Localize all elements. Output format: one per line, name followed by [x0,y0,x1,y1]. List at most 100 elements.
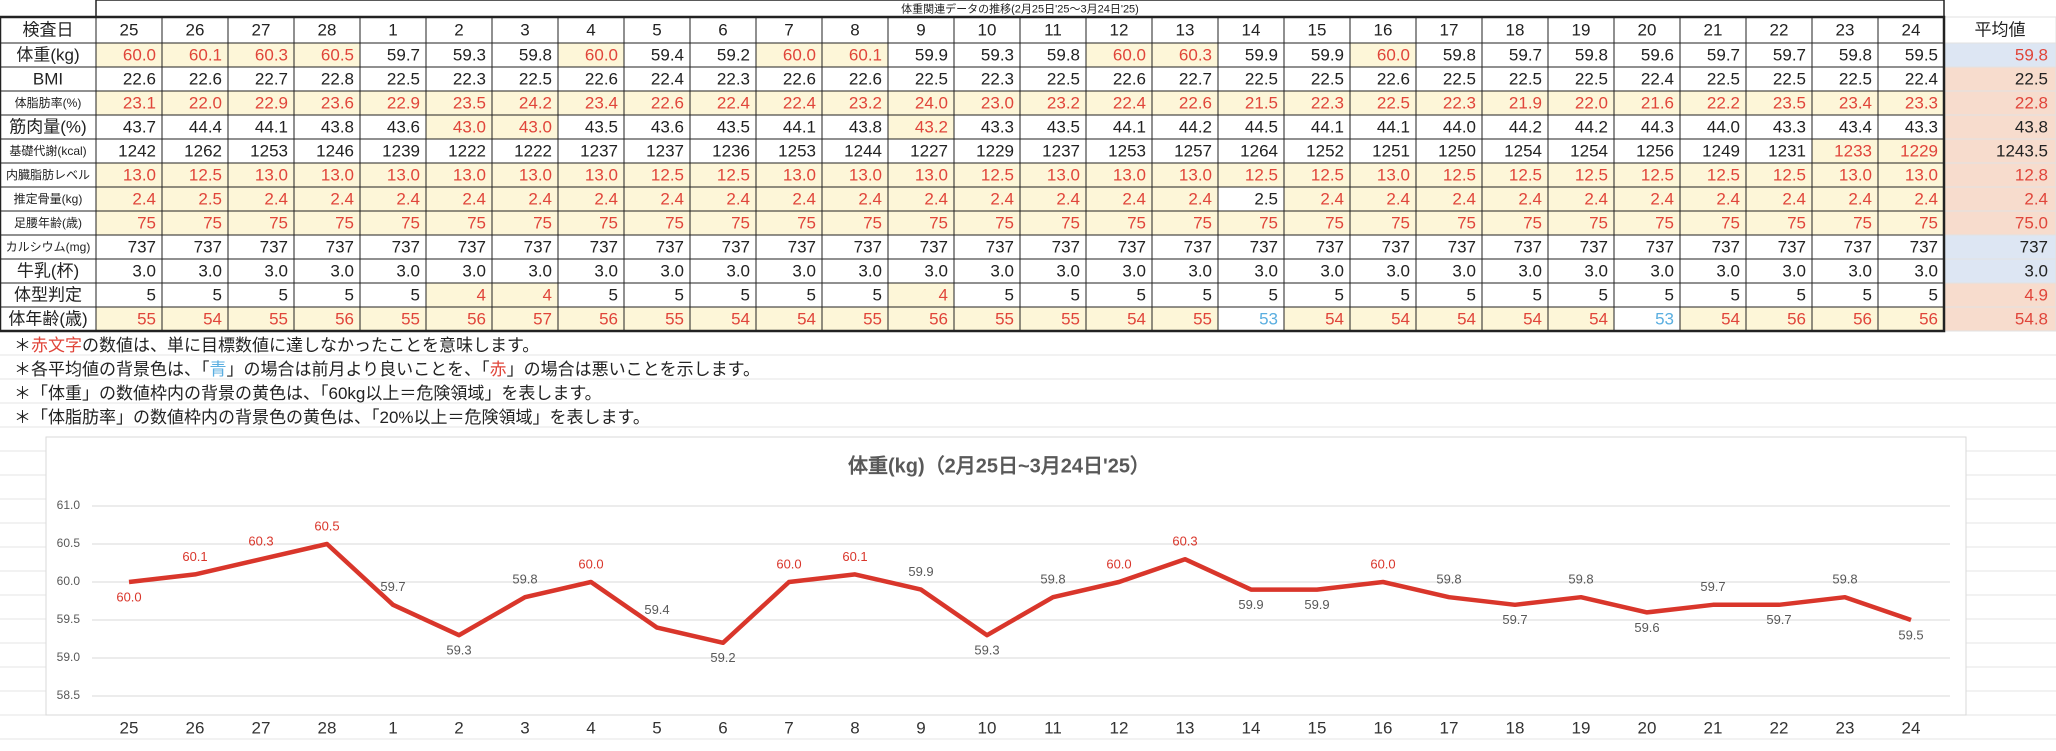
average-value: 59.8 [2015,45,2048,64]
average-header: 平均値 [1975,20,2026,39]
data-cell [755,306,823,332]
cell-value: 23.5 [1773,93,1806,112]
cell-value: 60.1 [189,45,222,64]
data-label: 59.3 [446,643,471,658]
cell-value: 2.4 [660,189,684,208]
chart-title: 体重(kg)（2月25日~3月24日'25） [848,453,1150,477]
x-tick-label: 1 [388,718,397,737]
data-label: 60.3 [1172,534,1197,549]
cell-value: 12.5 [1773,165,1806,184]
note-segment: ＊ [14,336,31,355]
cell-value: 2.4 [1848,189,1872,208]
data-cell [557,306,625,332]
data-cell [1283,162,1351,188]
cell-value: 75 [929,213,948,232]
data-cell [689,90,757,116]
cell-value: 22.6 [1113,69,1146,88]
cell-value: 737 [656,237,684,256]
header-date: 23 [1836,20,1855,39]
data-cell [887,210,955,236]
cell-value: 3.0 [1386,261,1410,280]
cell-value: 5 [1005,285,1014,304]
note-segment: 赤 [490,360,507,379]
cell-value: 13.0 [321,165,354,184]
cell-value: 59.9 [1311,45,1344,64]
cell-value: 2.4 [1914,189,1938,208]
average-value: 3.0 [2024,261,2048,280]
cell-value: 60.0 [783,45,816,64]
note-segment: ＊各平均値の背景色は、「 [14,360,210,379]
cell-value: 12.5 [1509,165,1542,184]
cell-value: 13.0 [387,165,420,184]
cell-value: 22.6 [123,69,156,88]
data-cell [1151,138,1219,164]
row-label-cell [0,282,97,308]
data-cell [755,282,823,308]
cell-value: 2.4 [1056,189,1080,208]
data-cell [821,90,889,116]
cell-value: 43.5 [1047,117,1080,136]
data-cell [1349,90,1417,116]
data-cell [95,162,163,188]
data-cell [359,258,427,284]
cell-value: 21.9 [1509,93,1542,112]
data-label: 60.5 [314,518,339,533]
cell-value: 22.5 [1311,69,1344,88]
cell-value: 2.4 [726,189,750,208]
data-cell [1415,90,1483,116]
cell-value: 44.1 [1377,117,1410,136]
cell-value: 75 [665,213,684,232]
cell-value: 3.0 [1716,261,1740,280]
cell-value: 737 [1250,237,1278,256]
cell-value: 22.7 [255,69,288,88]
cell-value: 1222 [514,141,552,160]
data-cell [1349,114,1417,140]
header-date: 17 [1440,20,1459,39]
cell-value: 22.4 [717,93,750,112]
x-tick-label: 9 [916,718,925,737]
cell-value: 3.0 [1914,261,1938,280]
data-cell [887,186,955,212]
row-label-cell [0,162,97,188]
data-cell [1349,162,1417,188]
cell-value: 75 [731,213,750,232]
data-cell [359,138,427,164]
cell-value: 737 [128,237,156,256]
x-tick-label: 17 [1440,718,1459,737]
cell-value: 44.1 [255,117,288,136]
x-tick-label: 24 [1902,718,1921,737]
cell-value: 22.5 [915,69,948,88]
cell-value: 5 [213,285,222,304]
average-value: 12.8 [2015,165,2048,184]
average-value: 54.8 [2015,309,2048,328]
data-cell [1547,210,1615,236]
cell-value: 13.0 [783,165,816,184]
x-tick-label: 25 [120,718,139,737]
average-cell [1943,162,2056,188]
cell-value: 5 [1599,285,1608,304]
data-cell [1877,186,1945,212]
data-cell [1613,282,1681,308]
cell-value: 54 [1721,309,1740,328]
row-label: 推定骨量(kg) [14,191,83,206]
data-cell [821,306,889,332]
cell-value: 22.5 [1509,69,1542,88]
cell-value: 75 [863,213,882,232]
cell-value: 22.6 [849,69,882,88]
cell-value: 13.0 [255,165,288,184]
header-cell [161,16,229,44]
data-cell [1217,138,1285,164]
cell-value: 21.6 [1641,93,1674,112]
data-cell [95,258,163,284]
cell-value: 1252 [1306,141,1344,160]
cell-value: 5 [1929,285,1938,304]
cell-value: 59.6 [1641,45,1674,64]
header-date: 20 [1638,20,1657,39]
average-cell [1943,234,2056,260]
cell-value: 737 [1052,237,1080,256]
data-cell [887,282,955,308]
data-cell [1679,186,1747,212]
data-cell [1877,282,1945,308]
data-label: 60.0 [578,556,603,571]
data-cell [689,210,757,236]
